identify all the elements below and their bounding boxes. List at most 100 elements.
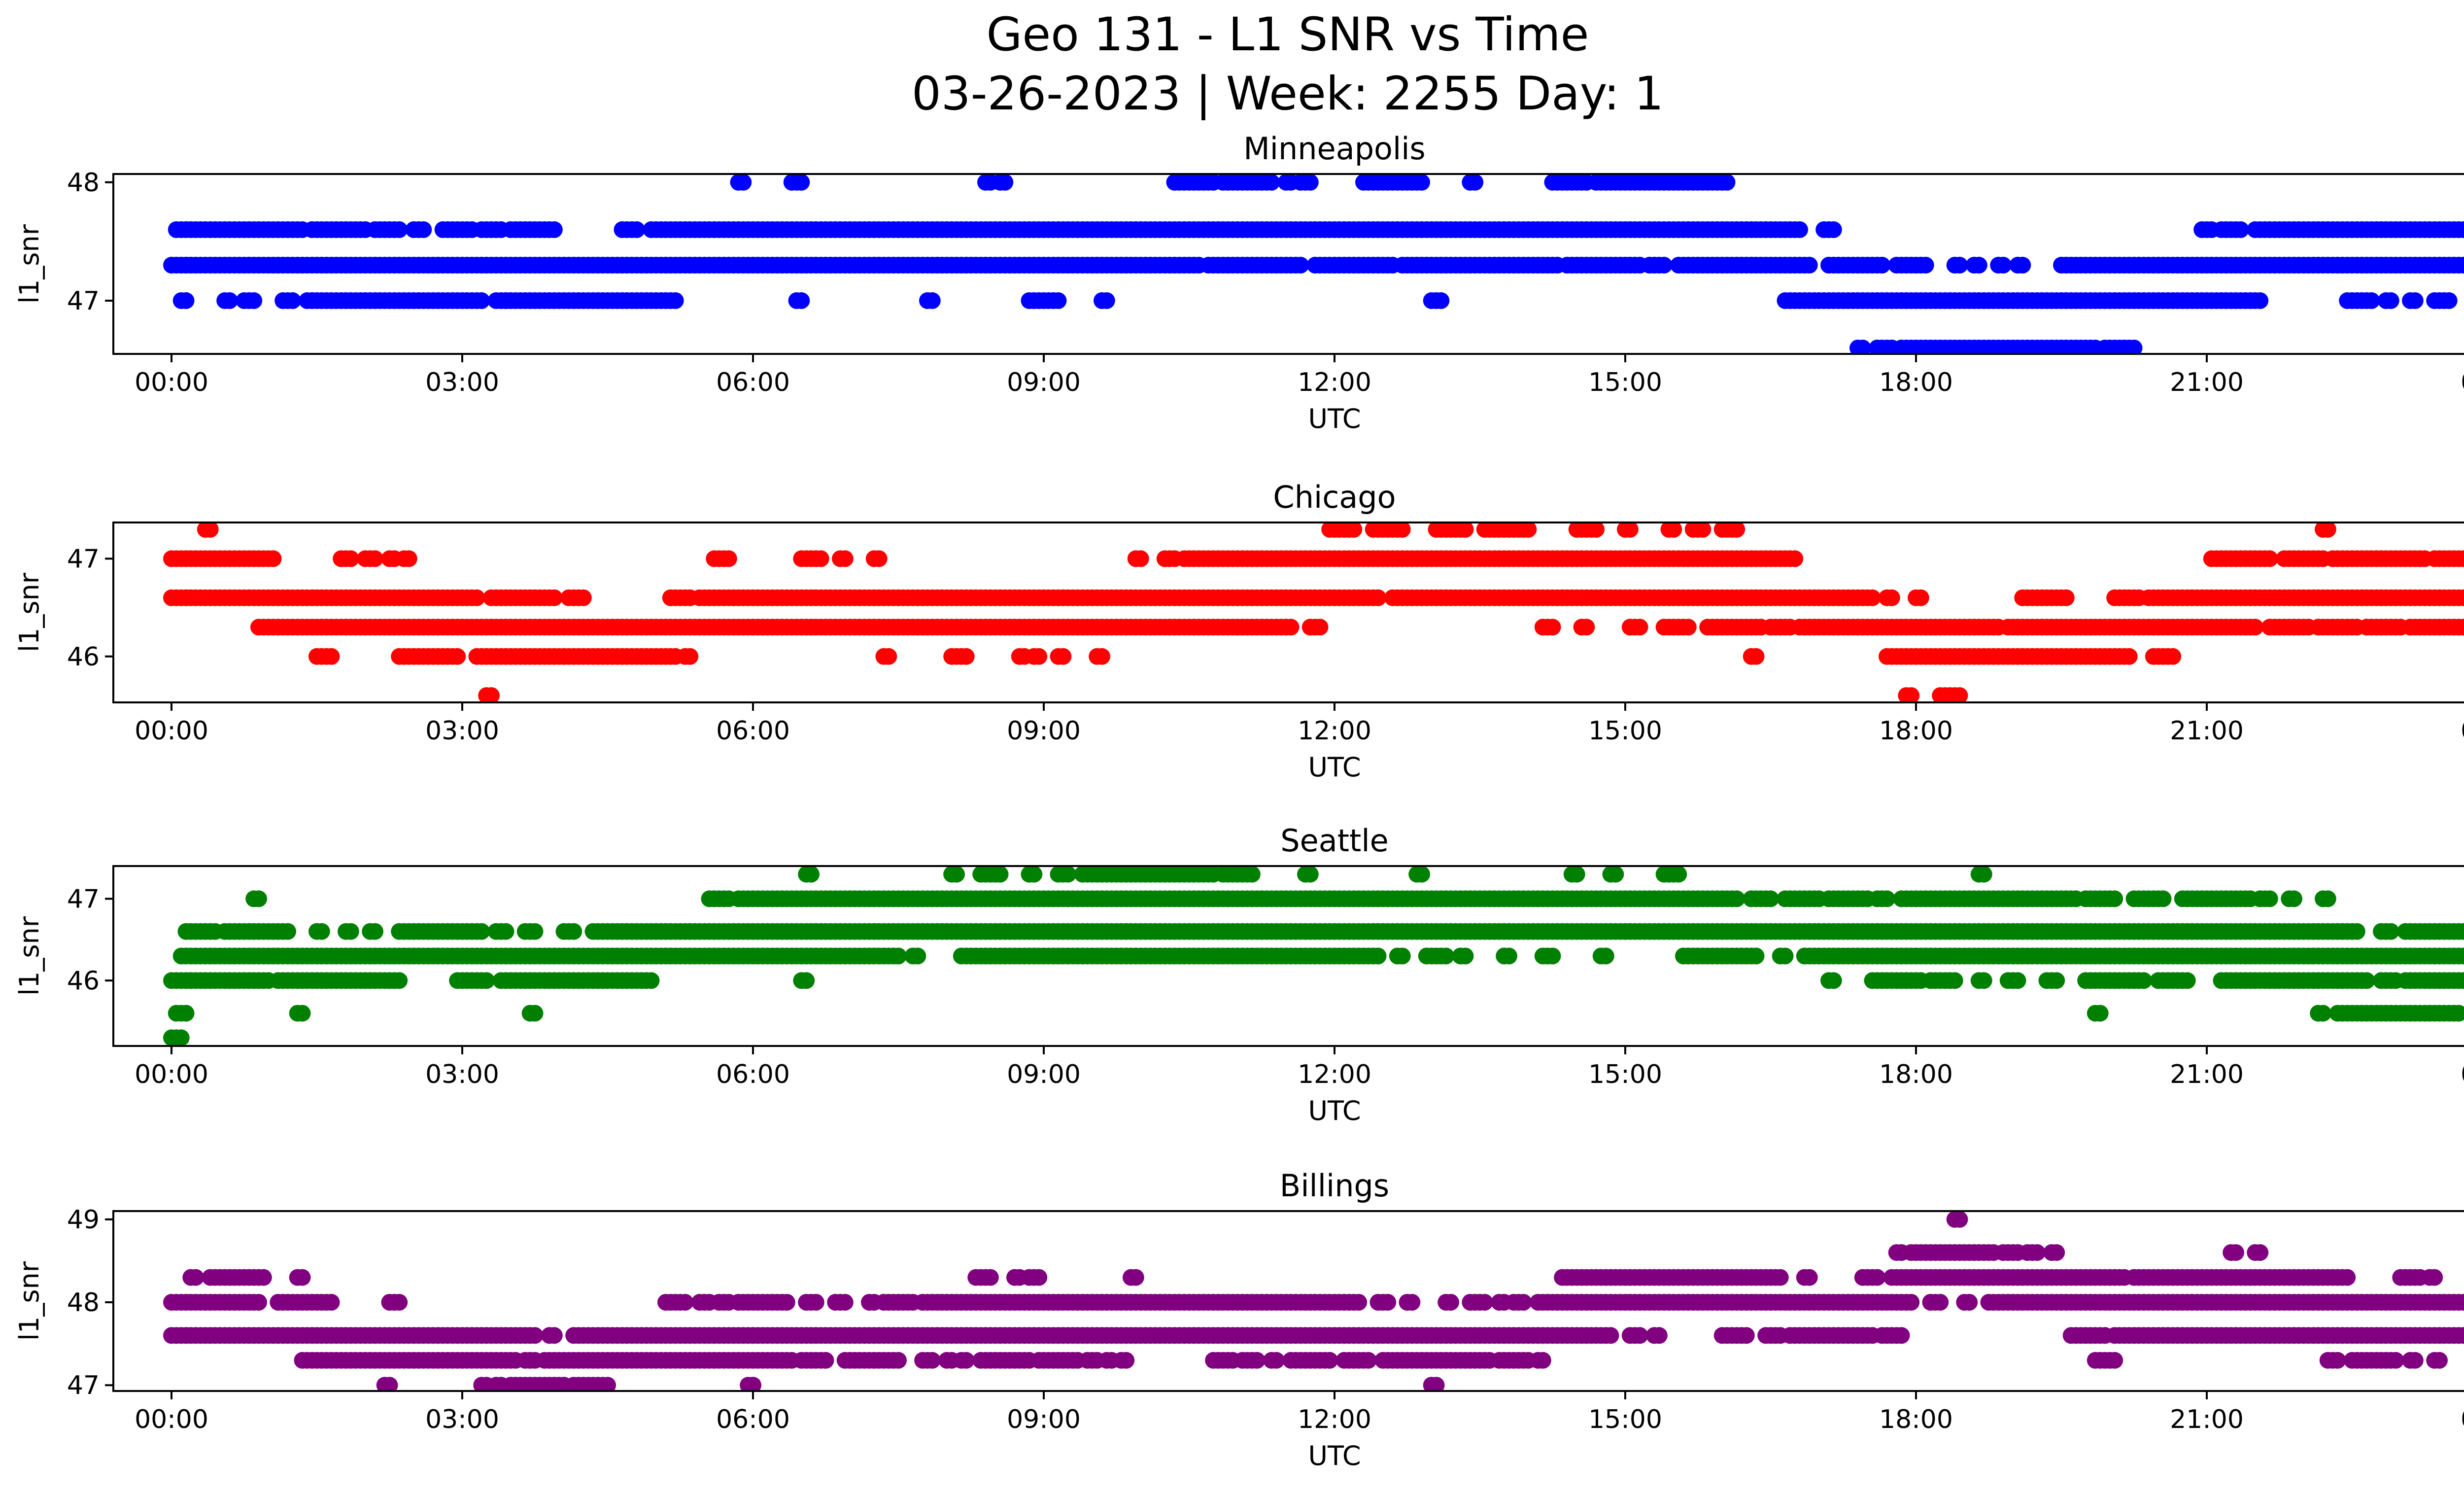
data-point: [1060, 866, 1077, 883]
data-point: [391, 972, 408, 989]
data-point: [1912, 589, 1929, 606]
data-point: [1030, 648, 1048, 665]
data-point: [836, 1294, 854, 1311]
x-tick-label: 06:00: [716, 716, 790, 746]
data-points: [163, 866, 2464, 1046]
data-point: [391, 221, 408, 238]
data-point: [478, 972, 495, 989]
x-tick-label: 00:00: [135, 716, 208, 746]
data-point: [2048, 1244, 2065, 1261]
data-point: [1621, 522, 1639, 538]
data-point: [1932, 1294, 1949, 1311]
data-point: [177, 292, 195, 309]
x-axis-label: UTC: [1308, 752, 1361, 783]
data-point: [1728, 522, 1745, 538]
x-tick-label: 21:00: [2170, 368, 2244, 397]
data-point: [2106, 890, 2123, 907]
data-point: [1747, 947, 1765, 965]
data-point: [996, 174, 1014, 191]
data-point: [526, 1327, 544, 1344]
data-point: [803, 866, 820, 883]
data-point: [187, 1269, 205, 1286]
data-point: [682, 648, 699, 665]
subplot-title: Billings: [1280, 1168, 1389, 1204]
data-point: [812, 550, 829, 567]
data-point: [1893, 1327, 1910, 1344]
data-point: [1394, 522, 1411, 538]
data-point: [1301, 174, 1319, 191]
data-point: [342, 550, 359, 567]
data-point: [1544, 619, 1561, 636]
x-tick-label: 03:00: [425, 716, 499, 746]
data-point: [1050, 292, 1067, 309]
data-point: [313, 923, 330, 940]
data-point: [2460, 973, 2464, 988]
data-point: [1292, 256, 1309, 274]
data-point: [250, 1294, 267, 1311]
data-point: [415, 221, 432, 238]
data-point: [1869, 1269, 1886, 1286]
data-point: [1588, 522, 1605, 538]
data-points: [163, 522, 2464, 702]
data-point: [172, 1029, 190, 1046]
data-point: [2247, 619, 2264, 636]
data-point: [1602, 1327, 1619, 1344]
data-point: [2460, 949, 2464, 963]
data-point: [526, 1005, 544, 1022]
data-point: [1578, 619, 1595, 636]
data-point: [202, 522, 219, 538]
x-axis-label: UTC: [1308, 403, 1361, 434]
data-point: [1728, 890, 1745, 907]
data-point: [1879, 890, 1895, 907]
data-point: [294, 1269, 311, 1286]
data-point: [992, 866, 1009, 883]
data-point: [1650, 1327, 1668, 1344]
data-point: [798, 972, 815, 989]
data-point: [2348, 923, 2365, 940]
data-point: [870, 550, 888, 567]
data-point: [2057, 589, 2075, 606]
data-point: [1995, 256, 2012, 274]
data-point: [1670, 866, 1687, 883]
data-point: [255, 1269, 272, 1286]
data-point: [948, 866, 965, 883]
data-point: [1379, 1294, 1397, 1311]
y-tick-label: 47: [67, 286, 100, 316]
x-tick-label: 00:00: [135, 1060, 208, 1089]
data-point: [2048, 972, 2065, 989]
data-point: [2014, 256, 2031, 274]
data-point: [982, 1269, 999, 1286]
data-point: [473, 292, 490, 309]
data-point: [1951, 687, 1968, 702]
x-tick-label: 06:00: [716, 368, 790, 397]
data-point: [2339, 1269, 2356, 1286]
data-point: [1413, 866, 1430, 883]
data-point: [1975, 972, 1992, 989]
data-point: [1607, 866, 1624, 883]
y-tick-label: 47: [67, 884, 100, 914]
data-point: [1350, 1294, 1368, 1311]
data-point: [1437, 947, 1455, 965]
data-point: [2135, 972, 2153, 989]
data-point: [2460, 591, 2464, 605]
data-point: [294, 1005, 311, 1022]
data-point: [1801, 256, 1818, 274]
data-point: [367, 923, 383, 940]
data-point: [2358, 972, 2375, 989]
data-point: [1263, 174, 1280, 191]
data-point: [1094, 648, 1110, 665]
data-point: [1747, 648, 1765, 665]
x-tick-label: 09:00: [1007, 368, 1081, 397]
data-point: [1951, 256, 1968, 274]
data-point: [342, 923, 359, 940]
data-point: [1631, 1327, 1648, 1344]
data-point: [1917, 256, 1934, 274]
x-tick-label: 00:00: [2461, 1060, 2464, 1089]
data-point: [2363, 292, 2380, 309]
data-point: [546, 221, 563, 238]
data-point: [497, 923, 514, 940]
data-point: [2315, 1005, 2331, 1022]
data-point: [793, 174, 810, 191]
data-point: [565, 923, 582, 940]
